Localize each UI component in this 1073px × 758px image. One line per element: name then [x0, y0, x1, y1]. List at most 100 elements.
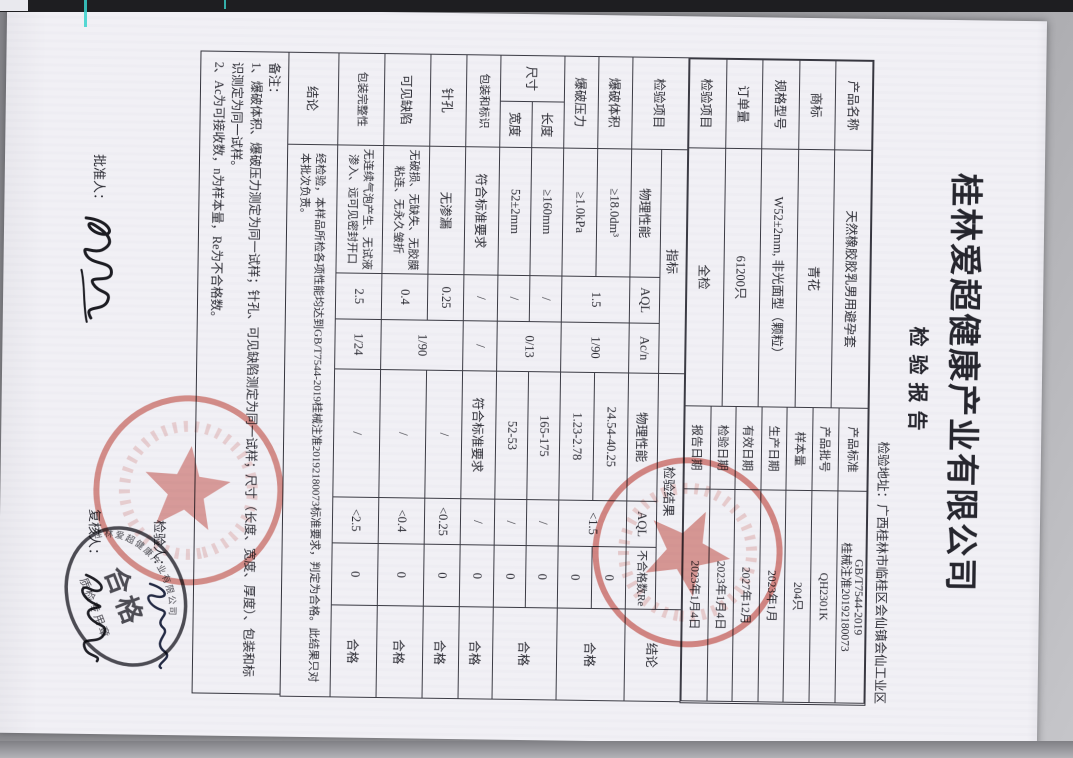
reviewer-signature	[81, 573, 107, 663]
field-value: W52±2mm, 非光面型（颗粒）	[758, 148, 799, 408]
result-aql: <1.5	[558, 500, 627, 548]
field-value: 2023年1月4日	[706, 489, 736, 702]
result-value: /	[424, 370, 463, 499]
aql-value: 2.5	[335, 272, 382, 320]
aql-value: 1.5	[561, 276, 630, 324]
result-value: 1.23-2.78	[558, 372, 595, 501]
aql-value: /	[529, 275, 562, 323]
field-label: 检验日期	[709, 406, 737, 490]
acn-value: 1/90	[380, 319, 464, 371]
inspection-address: 检验地址：广西桂林市临桂区会仙镇会仙工业区	[871, 60, 899, 704]
field-label: 产品名称	[835, 60, 873, 151]
field-label: 订单量	[725, 59, 764, 149]
field-value: 204只	[783, 490, 812, 703]
field-value: 2027年12月	[732, 489, 761, 702]
conclusion-label: 结论	[287, 52, 340, 145]
aql-value: 0.4	[381, 273, 428, 321]
table-row: 产品标准 GB/T7544-2019 桂械注准20192180073	[834, 407, 869, 704]
field-label: 生产日期	[760, 406, 788, 491]
spec-value: ≥18.0dm³	[595, 148, 632, 278]
re-value: 0	[493, 545, 527, 608]
spec-value: ≥160mm	[529, 147, 564, 277]
subheader-physical: 物理性能	[626, 373, 659, 502]
result-value: 165-175	[526, 371, 561, 501]
conclusion-value: 合格	[458, 606, 494, 700]
result-aql: /	[460, 498, 495, 546]
scan-artifact-cyan	[84, 0, 87, 27]
acn-value: /	[462, 320, 498, 372]
table-row: 订单量 61200只	[721, 59, 764, 407]
conclusion-value: 合格	[376, 605, 424, 699]
test-item: 长度	[531, 101, 565, 149]
test-item: 针孔	[429, 54, 467, 147]
reviewer-label: 复核人：	[86, 508, 102, 562]
conclusion-value: 合格	[555, 608, 626, 702]
company-title: 桂林爱超健康产业有限公司	[941, 172, 983, 594]
spec-value: 52±2mm	[497, 147, 532, 276]
test-item: 宽度	[499, 101, 533, 148]
approver-signature	[80, 216, 114, 323]
acn-value: 1/24	[334, 318, 382, 370]
approver-label: 批准人：	[91, 153, 107, 207]
spec-value: 无渗漏	[427, 146, 466, 275]
result-value: /	[332, 368, 381, 498]
result-value: 符合标准要求	[460, 370, 497, 500]
re-value: 0	[557, 546, 593, 609]
inspector-label: 检验人：	[150, 519, 167, 573]
field-label: 产品标准	[837, 407, 869, 492]
field-value: 61200只	[721, 148, 762, 407]
re-value: 0	[591, 546, 627, 610]
result-aql: /	[494, 499, 527, 546]
table-row: 产品批号 QH2301K	[808, 407, 839, 703]
subheader-aql: AQL	[626, 501, 657, 548]
conclusion-value: 合格	[330, 604, 378, 698]
address-value: 广西桂林市临桂区会仙镇会仙工业区	[872, 503, 890, 705]
header-index: 指标	[658, 149, 688, 374]
field-label: 样本量	[786, 407, 814, 491]
scanner-edge-top	[0, 0, 1073, 12]
product-info-right-table: 产品标准 GB/T7544-2019 桂械注准20192180073 产品批号 …	[680, 405, 869, 704]
scan-artifact-light	[0, 0, 28, 11]
result-value: /	[378, 369, 427, 499]
re-value: 0	[377, 543, 425, 607]
aql-value: 0.25	[427, 274, 464, 321]
field-label: 规格型号	[761, 59, 800, 150]
field-value: 青花	[794, 149, 836, 408]
test-item: 爆破压力	[563, 56, 599, 149]
test-item: 爆破体积	[597, 56, 633, 150]
field-value: GB/T7544-2019 桂械注准20192180073	[834, 490, 867, 704]
field-value: QH2301K	[808, 490, 838, 703]
result-aql: /	[526, 499, 559, 547]
report-page: 桂林爱超健康产业有限公司 检验报告 检验地址：广西桂林市临桂区会仙镇会仙工业区 …	[0, 6, 1048, 748]
field-label: 商标	[798, 60, 837, 150]
table-row: 包装完整性 无连续气泡产生、无试液渗入、远可见密封开口 2.5 1/24 / <…	[330, 52, 386, 698]
table-row: 生产日期 2023年1月	[757, 406, 788, 703]
field-label: 检验项目	[688, 58, 727, 149]
field-label: 有效日期	[735, 406, 762, 490]
field-label: 产品批号	[811, 407, 839, 491]
subheader-acn: Ac/n	[628, 323, 660, 374]
results-table: 检验项目 指标 检验结果 结论 物理性能 AQL Ac/n 物理性能 AQL 不…	[279, 51, 690, 703]
product-info-block: 产品名称 天然橡胶胶乳男用避孕套 商标 青花 规格型号 W52±2mm, 非光面…	[679, 57, 875, 706]
spec-value: ≥1.0kPa	[561, 148, 598, 277]
table-row: 产品名称 天然橡胶胶乳男用避孕套	[831, 60, 873, 409]
field-value: 天然橡胶胶乳男用避孕套	[831, 149, 872, 409]
spacer	[95, 330, 97, 509]
result-aql: <2.5	[332, 496, 379, 544]
test-item: 包装和标识	[465, 54, 501, 148]
re-value: 0	[459, 544, 495, 608]
spec-value: 无破损、无缺失、无胶膜粘连、无永久皱折	[381, 145, 430, 275]
subheader-physical: 物理性能	[629, 149, 662, 278]
table-row: 检验日期 2023年1月4日	[706, 406, 737, 702]
conclusion-value: 合格	[422, 606, 460, 699]
conclusion-row: 结论 经检验，本样品所检各项性能均达到GB/T7544-2019桂械注准2019…	[280, 52, 340, 697]
conclusion-value: 合格	[491, 607, 558, 701]
acn-value: 0/13	[496, 321, 562, 373]
product-info-left-table: 产品名称 天然橡胶胶乳男用避孕套 商标 青花 规格型号 W52±2mm, 非光面…	[685, 58, 874, 409]
test-item: 可见缺陷	[383, 53, 431, 147]
address-label: 检验地址：	[875, 441, 891, 505]
table-row: 可见缺陷 无破损、无缺失、无胶膜粘连、无永久皱折 0.4 / <0.4 0 合格	[376, 53, 431, 699]
test-group: 尺寸	[500, 55, 565, 103]
subheader-re: 不合格数Re	[625, 547, 657, 610]
table-row: 样本量 204只	[783, 407, 814, 703]
